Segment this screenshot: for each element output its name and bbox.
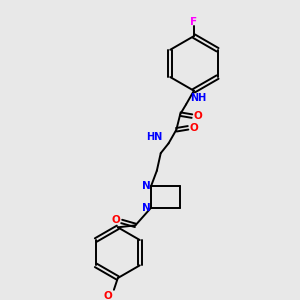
Text: O: O: [194, 111, 202, 121]
Text: NH: NH: [190, 93, 206, 103]
Text: N: N: [142, 203, 151, 213]
Text: N: N: [142, 181, 151, 191]
Text: O: O: [190, 123, 198, 133]
Text: O: O: [104, 291, 112, 300]
Text: F: F: [190, 17, 197, 27]
Text: O: O: [112, 214, 120, 224]
Text: HN: HN: [146, 132, 163, 142]
